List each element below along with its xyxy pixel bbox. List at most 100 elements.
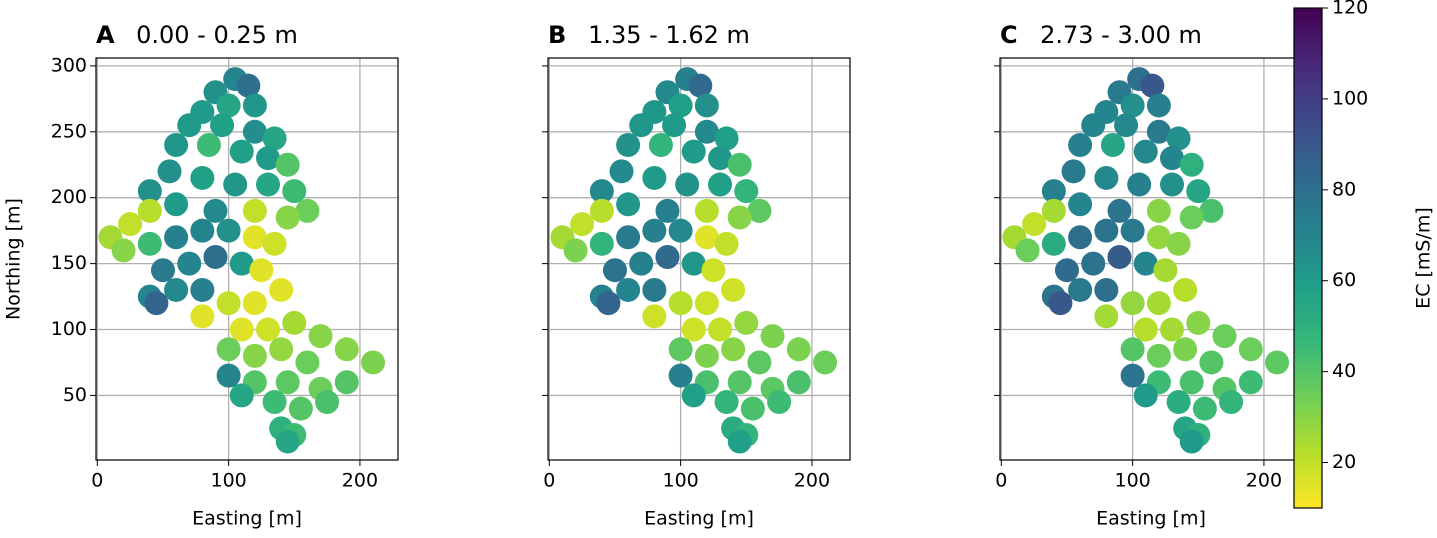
point [1133, 317, 1158, 342]
point [157, 159, 182, 184]
point [1219, 390, 1244, 415]
point [1146, 119, 1171, 144]
point [1068, 225, 1093, 250]
point [137, 198, 162, 223]
y-tick-label: 100 [51, 318, 87, 340]
point [256, 172, 281, 197]
point [734, 310, 759, 335]
point [747, 350, 772, 375]
colorbar-tick-label: 100 [1332, 87, 1368, 109]
point [1146, 225, 1171, 250]
point [1094, 304, 1119, 329]
point [714, 231, 739, 256]
point [229, 251, 254, 276]
y-axis-label: Northing [m] [3, 198, 25, 320]
point [275, 152, 300, 177]
point [242, 119, 267, 144]
point [1199, 350, 1224, 375]
point [1166, 390, 1191, 415]
point [570, 212, 595, 237]
point [361, 350, 386, 375]
colorbar-tick-label: 120 [1332, 0, 1368, 19]
x-tick-label: 0 [995, 470, 1007, 492]
point [1114, 113, 1139, 138]
point [1153, 258, 1178, 283]
point [203, 245, 228, 270]
point [1061, 159, 1086, 184]
point [1160, 146, 1185, 171]
point [229, 139, 254, 164]
point [694, 291, 719, 316]
point [642, 304, 667, 329]
point [216, 93, 241, 118]
point [216, 291, 241, 316]
y-tick-label: 150 [51, 252, 87, 274]
point [629, 113, 654, 138]
point [616, 277, 641, 302]
point [616, 192, 641, 217]
point [275, 370, 300, 395]
point [1133, 251, 1158, 276]
point [164, 132, 189, 157]
point [1015, 238, 1040, 263]
point [721, 337, 746, 362]
point [648, 132, 673, 157]
point [727, 152, 752, 177]
colorbar-tick-label: 80 [1332, 178, 1356, 200]
point [1107, 245, 1132, 270]
point [616, 132, 641, 157]
point [727, 429, 752, 454]
point [609, 159, 634, 184]
point [1133, 139, 1158, 164]
point [210, 113, 235, 138]
point [1160, 172, 1185, 197]
point [681, 317, 706, 342]
point [786, 337, 811, 362]
point [1081, 113, 1106, 138]
point [1265, 350, 1290, 375]
y-tick-label: 50 [63, 384, 87, 406]
x-tick-label: 200 [1246, 470, 1282, 492]
point [681, 383, 706, 408]
point [616, 225, 641, 250]
point [655, 245, 680, 270]
point [1179, 370, 1204, 395]
point [1022, 212, 1047, 237]
y-tick-label: 250 [51, 120, 87, 142]
x-axis-label: Easting [m] [1096, 508, 1206, 530]
point [721, 277, 746, 302]
x-tick-label: 200 [342, 470, 378, 492]
point [694, 198, 719, 223]
point [1146, 291, 1171, 316]
point [760, 324, 785, 349]
y-tick-label: 300 [51, 54, 87, 76]
point [694, 119, 719, 144]
point [655, 198, 680, 223]
point [262, 390, 287, 415]
point [1120, 291, 1145, 316]
point [1127, 172, 1152, 197]
point [315, 390, 340, 415]
point [694, 93, 719, 118]
point [1146, 198, 1171, 223]
point [216, 363, 241, 388]
point [668, 218, 693, 243]
point [1238, 337, 1263, 362]
point [1160, 317, 1185, 342]
x-tick-label: 100 [1114, 470, 1150, 492]
point [1068, 132, 1093, 157]
point [164, 277, 189, 302]
point [642, 218, 667, 243]
x-axis-label: Easting [m] [192, 508, 302, 530]
point [1212, 324, 1237, 349]
point [767, 390, 792, 415]
title: 0.00 - 0.25 m [136, 21, 298, 49]
point [177, 113, 202, 138]
point [190, 218, 215, 243]
point [164, 192, 189, 217]
point [269, 277, 294, 302]
point [242, 291, 267, 316]
points [98, 67, 386, 454]
point [1186, 310, 1211, 335]
point [275, 205, 300, 230]
